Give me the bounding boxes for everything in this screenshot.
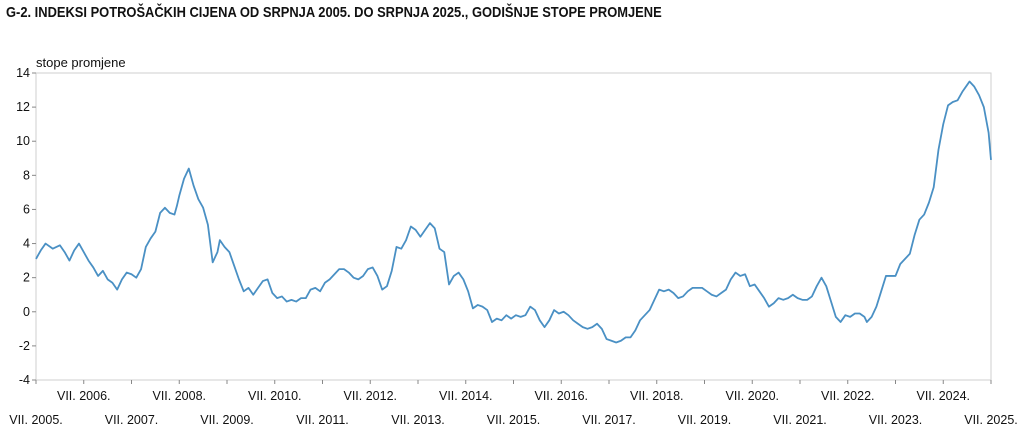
x-lower-tick-label-6: VII. 2017. [582, 413, 636, 427]
x-lower-tick-label-0: VII. 2005. [9, 413, 63, 427]
x-upper-tick-label-7: VII. 2020. [725, 389, 779, 403]
x-upper-tick-label-6: VII. 2018. [630, 389, 684, 403]
x-upper-tick-label-8: VII. 2022. [821, 389, 875, 403]
x-upper-tick-label-5: VII. 2016. [534, 389, 588, 403]
x-upper-tick-label-3: VII. 2012. [343, 389, 397, 403]
x-upper-tick-label-4: VII. 2014. [439, 389, 493, 403]
x-upper-tick-label-9: VII. 2024. [916, 389, 970, 403]
y-tick-label-0: -4 [19, 373, 30, 387]
y-axis: -4 -2 0 2 4 6 8 10 12 14 [16, 66, 36, 387]
x-lower-tick-label-5: VII. 2015. [487, 413, 541, 427]
x-upper-tick-label-1: VII. 2008. [152, 389, 206, 403]
x-lower-tick-label-7: VII. 2019. [678, 413, 732, 427]
y-tick-label-5: 6 [23, 202, 30, 216]
x-lower-tick-label-2: VII. 2009. [200, 413, 254, 427]
series-layer [35, 80, 992, 344]
y-tick-label-4: 4 [23, 237, 30, 251]
x-lower-tick-label-1: VII. 2007. [105, 413, 159, 427]
y-tick-label-8: 12 [16, 100, 30, 114]
x-lower-tick-label-9: VII. 2023. [869, 413, 923, 427]
x-upper-tick-label-2: VII. 2010. [248, 389, 302, 403]
x-upper-tick-label-0: VII. 2006. [57, 389, 111, 403]
y-tick-label-7: 10 [16, 134, 30, 148]
x-lower-tick-label-4: VII. 2013. [391, 413, 445, 427]
x-lower-tick-label-8: VII. 2021. [773, 413, 827, 427]
y-tick-label-3: 2 [23, 271, 30, 285]
series-line-0 [35, 80, 992, 344]
plot-frame [35, 72, 992, 381]
y-tick-label-9: 14 [16, 66, 30, 80]
y-tick-label-1: -2 [19, 339, 30, 353]
y-tick-label-2: 0 [23, 305, 30, 319]
chart-title: G-2. INDEKSI POTROŠAČKIH CIJENA OD SRPNJ… [6, 4, 662, 21]
x-axis: VII. 2006. VII. 2008. VII. 2010. VII. 2012.… [9, 380, 1018, 427]
y-tick-label-6: 8 [23, 168, 30, 182]
x-lower-tick-label-3: VII. 2011. [296, 413, 349, 427]
x-lower-tick-label-10: VII. 2025. [964, 413, 1018, 427]
y-axis-label: stope promjene [36, 55, 126, 70]
